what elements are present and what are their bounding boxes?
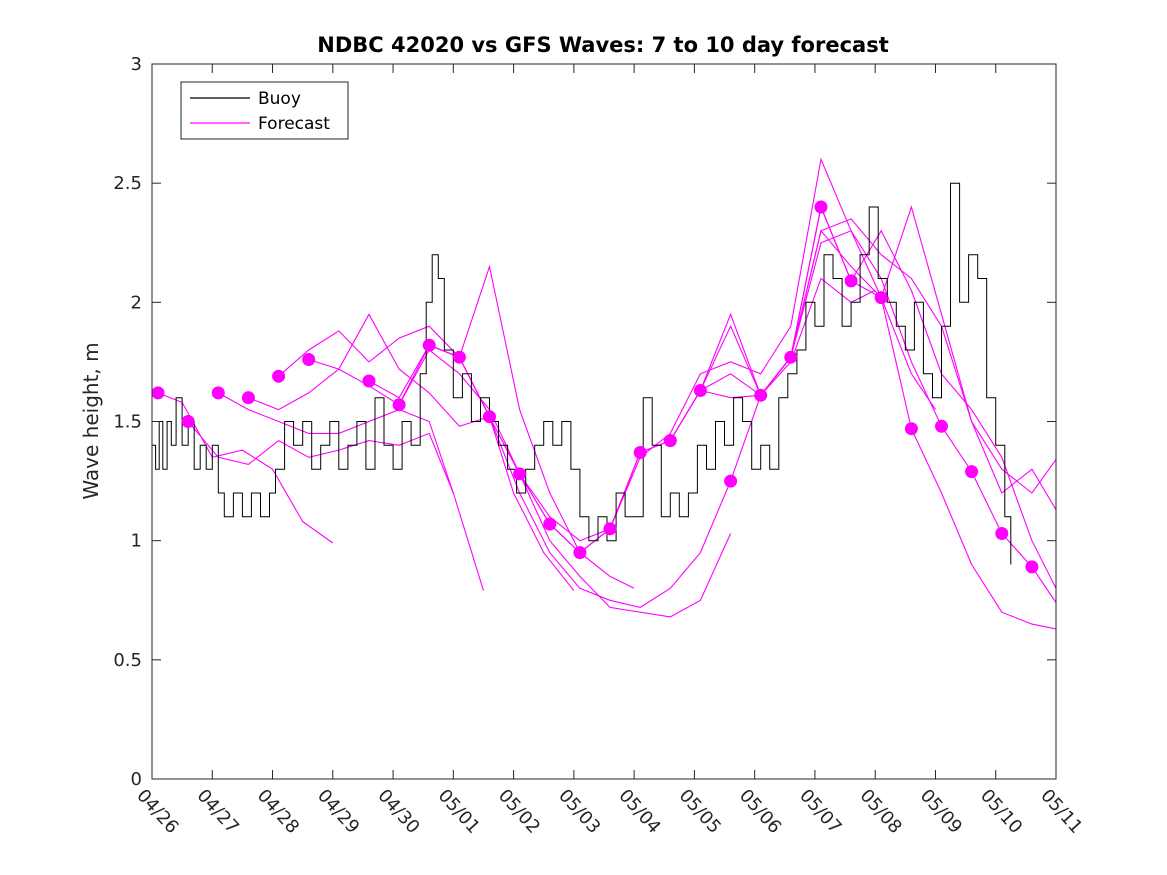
buoy-line xyxy=(152,182,1012,565)
y-tick-label: 2 xyxy=(131,292,142,313)
forecast-marker xyxy=(513,467,527,481)
y-tick-label: 3 xyxy=(131,54,142,75)
forecast-line-1 xyxy=(187,421,454,494)
forecast-marker xyxy=(935,419,948,433)
forecast-marker xyxy=(754,388,768,402)
forecast-marker xyxy=(573,546,587,560)
forecast-marker xyxy=(211,386,225,400)
buoy-series xyxy=(152,182,1012,565)
forecast-marker xyxy=(814,200,828,214)
forecast-marker xyxy=(663,434,677,448)
forecast-marker xyxy=(241,391,255,405)
y-tick-label: 1 xyxy=(131,531,142,552)
forecast-marker xyxy=(543,517,557,531)
forecast-markers xyxy=(151,200,1039,574)
forecast-marker xyxy=(392,398,406,412)
legend-label-forecast: Forecast xyxy=(258,114,330,134)
y-tick-label: 0.5 xyxy=(113,650,142,671)
forecast-marker xyxy=(633,446,647,459)
forecast-marker xyxy=(272,369,286,383)
forecast-marker xyxy=(452,350,466,364)
forecast-line-2 xyxy=(218,392,485,591)
y-tick-label: 1.5 xyxy=(113,412,142,433)
forecast-marker xyxy=(151,386,165,400)
forecast-marker xyxy=(483,410,496,424)
forecast-marker xyxy=(603,522,617,536)
forecast-marker xyxy=(874,291,888,305)
chart-title: NDBC 42020 vs GFS Waves: 7 to 10 day for… xyxy=(317,33,888,57)
forecast-line-3 xyxy=(248,313,575,592)
forecast-line-11 xyxy=(669,205,1057,494)
forecast-marker xyxy=(844,274,858,288)
forecast-marker xyxy=(724,474,738,488)
legend-box xyxy=(180,81,349,140)
forecast-marker xyxy=(1025,560,1039,574)
forecast-marker xyxy=(693,384,707,397)
forecast-marker xyxy=(995,527,1009,540)
forecast-marker xyxy=(904,422,918,436)
forecast-marker xyxy=(181,415,195,428)
legend: Buoy Forecast xyxy=(180,81,349,140)
forecast-line-12 xyxy=(760,205,1057,589)
y-tick-label: 0 xyxy=(131,769,142,790)
y-tick-label: 2.5 xyxy=(113,173,142,194)
forecast-marker xyxy=(784,350,798,364)
forecast-line-8 xyxy=(428,205,1057,630)
y-axis-label: Wave height, m xyxy=(79,342,103,499)
forecast-marker xyxy=(965,465,979,479)
forecast-marker xyxy=(362,374,376,388)
legend-label-buoy: Buoy xyxy=(258,89,301,109)
forecast-marker xyxy=(422,338,436,352)
forecast-marker xyxy=(302,353,316,366)
